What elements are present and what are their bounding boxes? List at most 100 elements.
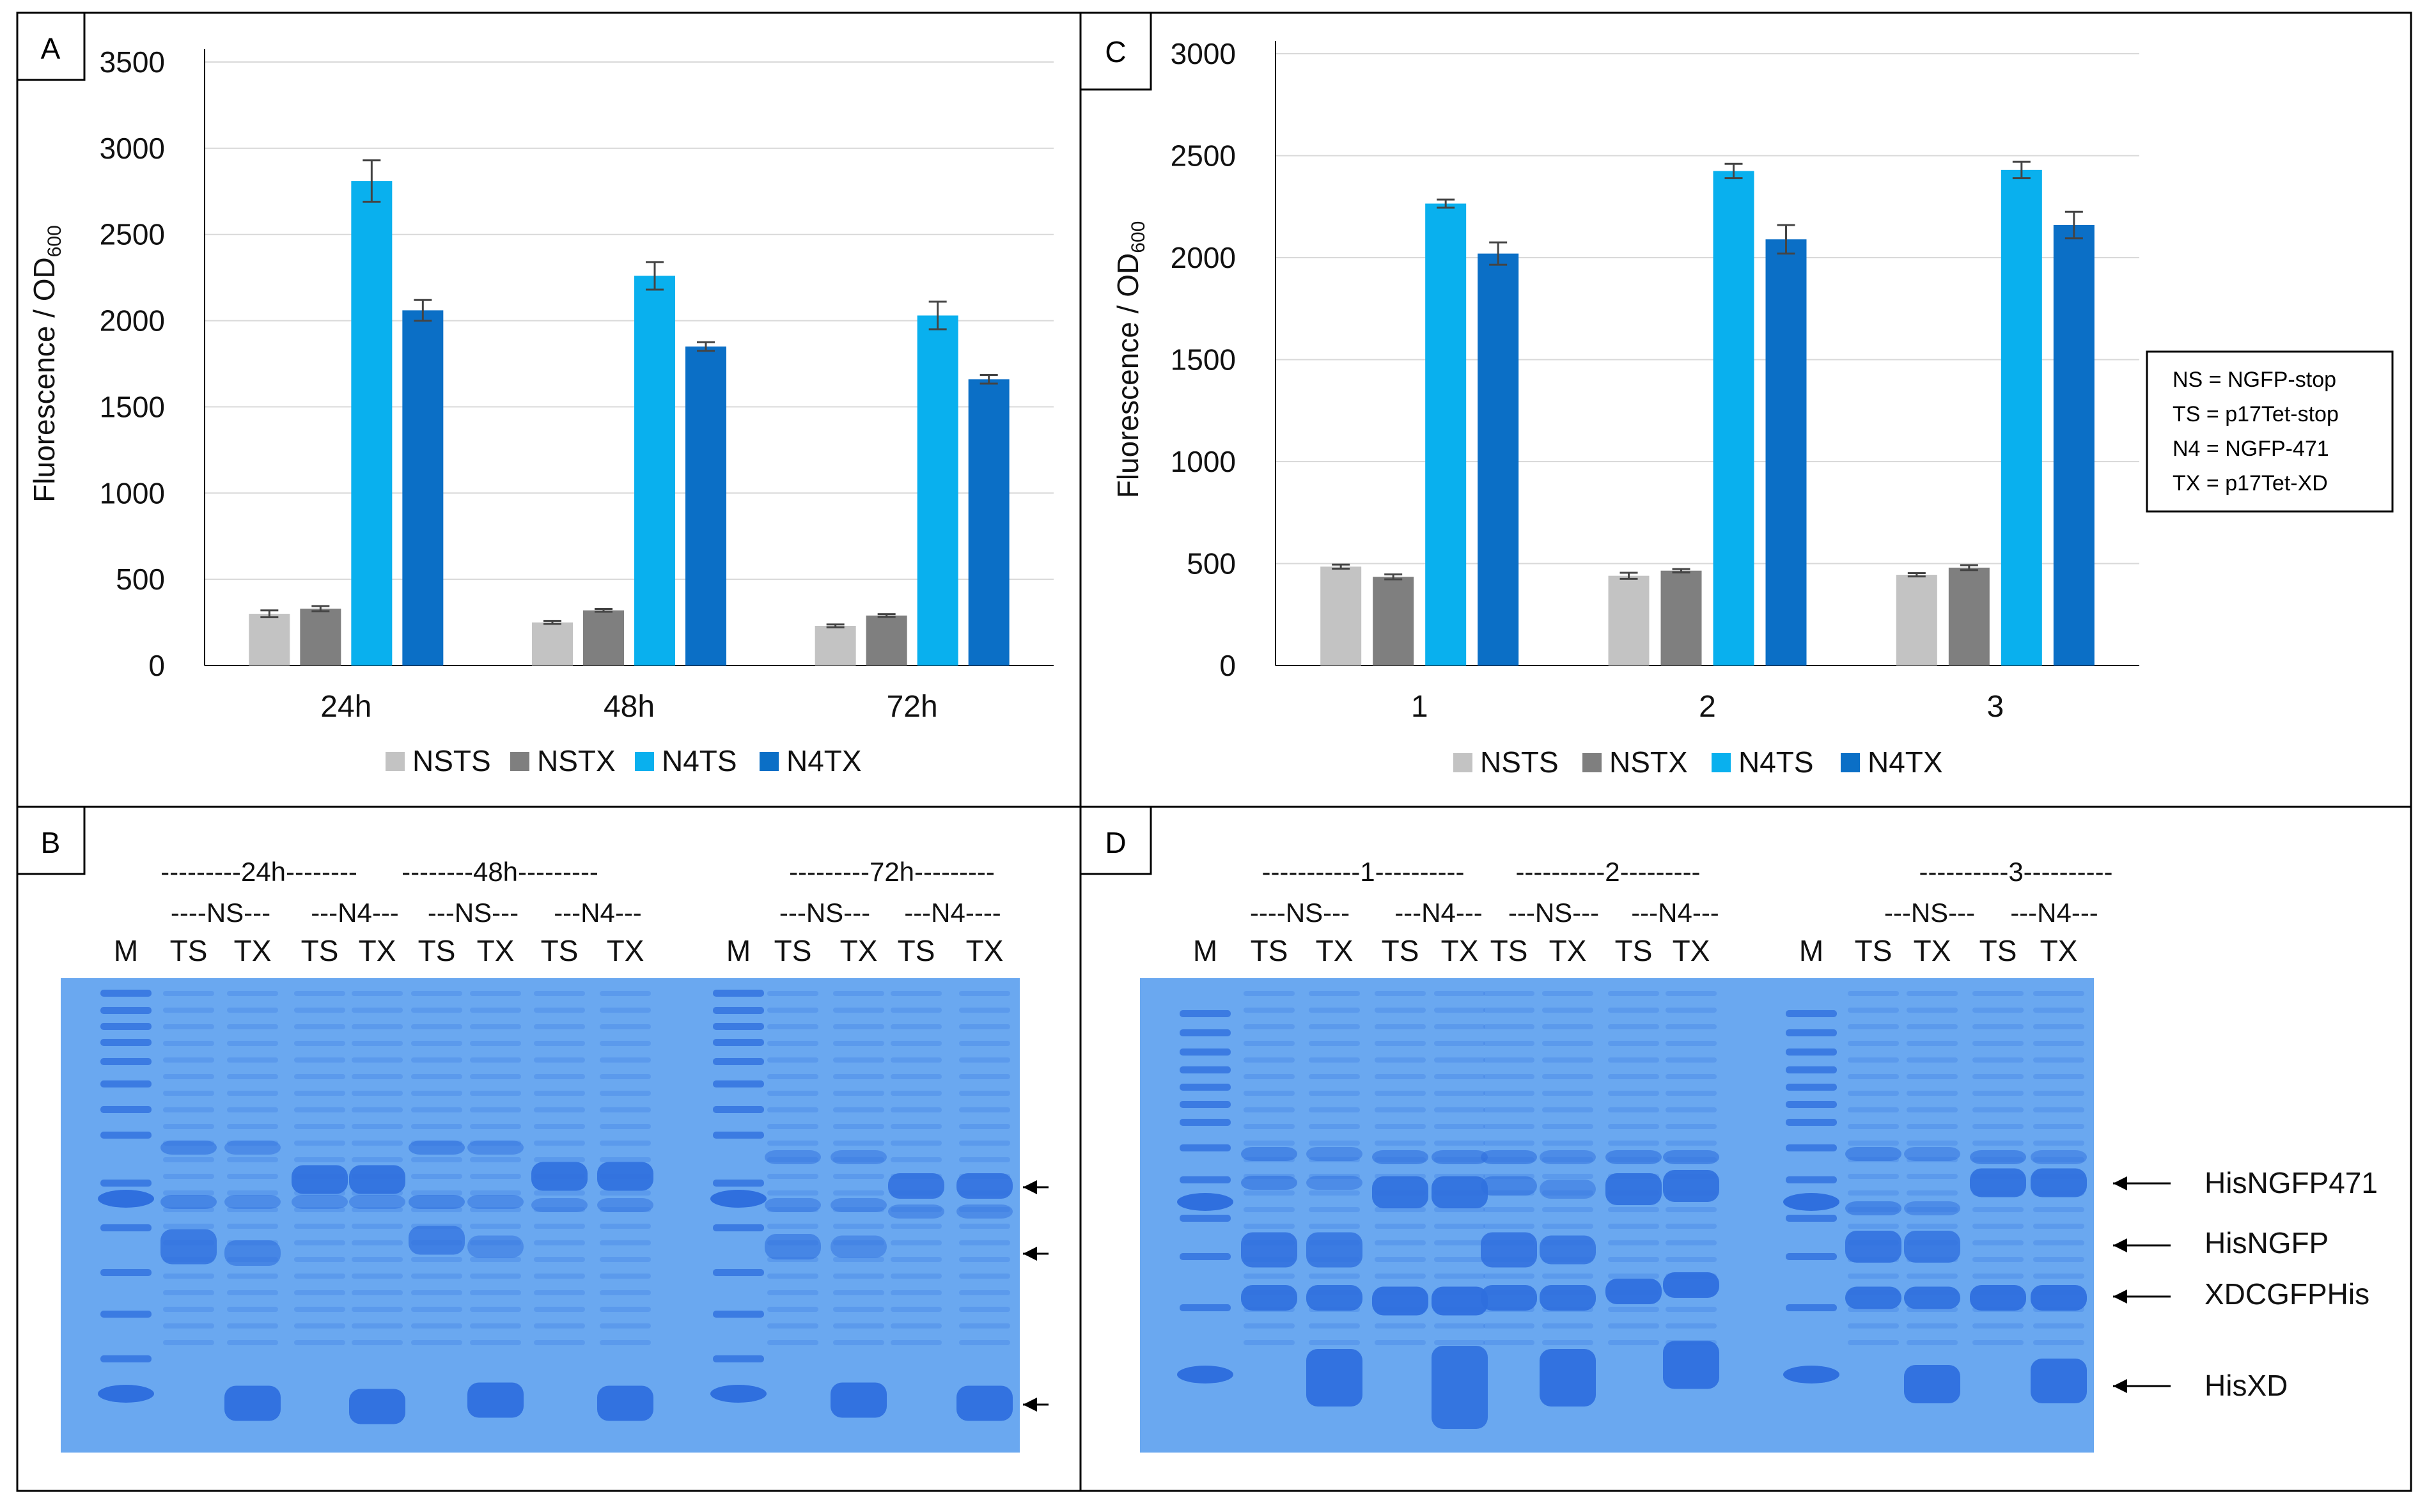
gel-d-faint-band	[1907, 991, 1958, 996]
gel-d-faint-band	[1244, 1024, 1295, 1029]
gel-d-protein-band	[1306, 1147, 1362, 1161]
gel-b-protein-band	[349, 1195, 405, 1209]
chart-c-y-axis-label: Fluorescence / OD600	[1111, 221, 1149, 499]
gel-b-lane-label: TS	[898, 934, 935, 967]
gel-b-protein-band	[409, 1195, 465, 1209]
gel-d-faint-band	[2033, 1340, 2084, 1345]
gel-d-faint-band	[1244, 1124, 1295, 1129]
gel-b-marker-band-strong	[98, 1385, 154, 1403]
gel-b-faint-band	[352, 1091, 403, 1096]
gel-d-protein-band	[1241, 1176, 1297, 1190]
gel-b-faint-band	[600, 991, 651, 996]
gel-b-faint-band	[959, 1323, 1010, 1329]
gel-b-faint-band	[163, 1190, 214, 1196]
gel-b-faint-band	[352, 1141, 403, 1146]
gel-b-marker-band	[100, 1224, 152, 1231]
gel-b-faint-band	[294, 1274, 345, 1279]
gel-d-marker-band	[1786, 1215, 1837, 1222]
gel-b-faint-band	[352, 1041, 403, 1046]
gel-b-faint-band	[352, 1074, 403, 1079]
gel-b-faint-band	[352, 1107, 403, 1112]
gel-b-marker-band	[100, 1080, 152, 1087]
gel-b-faint-band	[470, 1124, 521, 1129]
gel-b-faint-band	[163, 1157, 214, 1162]
gel-b-faint-band	[163, 1323, 214, 1329]
gel-b-faint-band	[833, 1174, 884, 1179]
chart-c-legend-label-nstx: NSTX	[1609, 745, 1688, 779]
gel-b-lane-label: M	[114, 934, 138, 967]
gel-b-marker-band	[713, 1023, 764, 1030]
gel-b-faint-band	[294, 1323, 345, 1329]
gel-b-faint-band	[600, 1091, 651, 1096]
gel-d-protein-band	[2031, 1150, 2087, 1164]
gel-b-faint-band	[352, 1224, 403, 1229]
gel-d-protein-band	[1970, 1168, 2026, 1197]
gel-b-faint-band	[767, 1174, 818, 1179]
gel-d-marker-band	[1786, 1144, 1837, 1151]
gel-d-faint-band	[1483, 1124, 1534, 1129]
gel-b-subgroup-header: ---NS---	[428, 898, 519, 928]
panel-a-label: A	[41, 32, 61, 65]
chart-c-bar-nsts	[1608, 575, 1650, 666]
gel-d-faint-band	[1542, 1091, 1593, 1096]
chart-a-legend-swatch-n4ts	[635, 752, 654, 771]
gel-b-lane-label: TX	[234, 934, 272, 967]
gel-d-faint-band	[1848, 1224, 1899, 1229]
gel-b-group-header: --------48h---------	[402, 857, 598, 887]
gel-b-faint-band	[294, 1008, 345, 1013]
gel-d-marker-band	[1180, 1215, 1231, 1222]
gel-d-faint-band	[1972, 991, 2024, 996]
gel-d-faint-band	[1434, 1323, 1485, 1329]
gel-d-faint-band	[1972, 1207, 2024, 1212]
gel-d-faint-band	[1483, 1207, 1534, 1212]
gel-b-faint-band	[534, 1107, 585, 1112]
gel-d-marker-band	[1180, 1119, 1231, 1126]
gel-d-faint-band	[1483, 1041, 1534, 1046]
gel-b-faint-band	[959, 1041, 1010, 1046]
gel-b-protein-band	[765, 1198, 821, 1212]
gel-b-marker-band	[713, 1007, 764, 1014]
gel-d-protein-band	[1481, 1176, 1537, 1196]
gel-d-marker-band	[1180, 1048, 1231, 1056]
gel-b-faint-band	[600, 1224, 651, 1229]
gel-b-faint-band	[534, 1008, 585, 1013]
chart-a-bar-nsts	[532, 622, 573, 666]
gel-d-faint-band	[1309, 1024, 1360, 1029]
gel-d-faint-band	[1483, 1340, 1534, 1345]
chart-c-bar-n4ts	[1713, 171, 1754, 666]
gel-d-faint-band	[1434, 1240, 1485, 1245]
gel-d-faint-band	[1972, 1041, 2024, 1046]
gel-d-protein-band	[2031, 1285, 2087, 1311]
gel-d-faint-band	[2033, 991, 2084, 996]
gel-b-protein-band	[160, 1195, 217, 1209]
gel-b-faint-band	[600, 1074, 651, 1079]
gel-b-faint-band	[891, 1290, 942, 1295]
gel-d-faint-band	[2033, 1041, 2084, 1046]
chart-a-ytick-label: 2000	[100, 304, 165, 338]
gel-b-faint-band	[352, 1240, 403, 1245]
gel-d-protein-band	[1241, 1285, 1297, 1311]
chart-a-ytick-label: 3500	[100, 45, 165, 79]
gel-d-marker-band	[1180, 1101, 1231, 1108]
gel-b-faint-band	[600, 1240, 651, 1245]
gel-d-lane-label: TS	[1251, 934, 1288, 967]
gel-d-faint-band	[1483, 1008, 1534, 1013]
gel-b-faint-band	[767, 1008, 818, 1013]
gel-b-protein-band	[597, 1162, 653, 1191]
gel-b-protein-band	[956, 1173, 1013, 1199]
gel-b-marker-band	[100, 1058, 152, 1065]
gel-d-marker-band	[1786, 1304, 1837, 1311]
gel-b-faint-band	[833, 1307, 884, 1312]
chart-c-bar-n4ts	[1425, 203, 1467, 666]
gel-b-faint-band	[833, 1008, 884, 1013]
chart-c-legend-label-nsts: NSTS	[1480, 745, 1559, 779]
gel-b-faint-band	[959, 1057, 1010, 1063]
gel-b-faint-band	[470, 1091, 521, 1096]
gel-d-protein-band	[1241, 1147, 1297, 1161]
gel-d-faint-band	[1608, 1240, 1659, 1245]
panel-a-label-box	[16, 12, 86, 81]
gel-b-marker-band	[100, 1039, 152, 1046]
gel-b-faint-band	[959, 1074, 1010, 1079]
chart-a-bar-nsts	[249, 614, 290, 666]
gel-d-faint-band	[1542, 1074, 1593, 1079]
